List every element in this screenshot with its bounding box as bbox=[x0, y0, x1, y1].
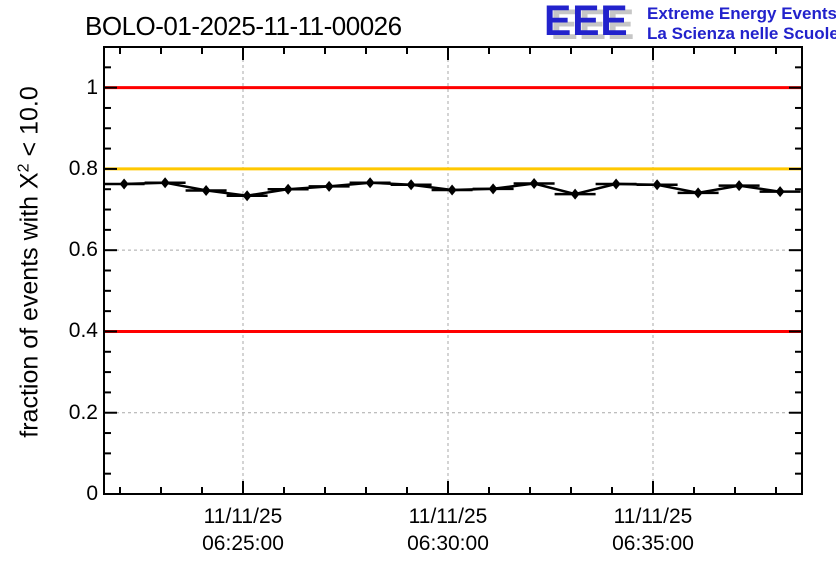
data-marker bbox=[447, 184, 457, 196]
x-tick-date: 11/11/25 bbox=[613, 505, 693, 528]
y-tick-label: 1 bbox=[86, 75, 98, 99]
data-marker bbox=[775, 186, 785, 198]
x-tick-label: 11/11/25 06:30:00 bbox=[407, 503, 489, 557]
data-marker bbox=[201, 184, 211, 196]
data-marker bbox=[119, 178, 129, 190]
data-marker bbox=[611, 178, 621, 190]
y-tick-label: 0 bbox=[86, 482, 98, 505]
data-marker bbox=[406, 179, 416, 191]
data-marker bbox=[283, 183, 293, 195]
y-axis-title: fraction of events with X2 < 10.0 bbox=[15, 86, 44, 438]
y-tick-label: 0.8 bbox=[68, 156, 98, 180]
data-marker bbox=[160, 177, 170, 189]
x-tick-time: 06:35:00 bbox=[612, 532, 694, 555]
data-marker bbox=[365, 177, 375, 189]
x-tick-time: 06:25:00 bbox=[202, 532, 284, 555]
data-marker bbox=[652, 179, 662, 191]
x-tick-label: 11/11/25 06:35:00 bbox=[612, 503, 694, 557]
x-tick-time: 06:30:00 bbox=[407, 532, 489, 555]
y-tick-label: 0.4 bbox=[68, 319, 98, 343]
x-tick-date: 11/11/25 bbox=[408, 505, 488, 528]
eee-logo-subtitle-1: Extreme Energy Events bbox=[647, 4, 836, 23]
plot-frame bbox=[103, 46, 803, 495]
plot-title: BOLO-01-2025-11-11-00026 bbox=[85, 11, 402, 41]
x-tick-date: 11/11/25 bbox=[203, 505, 283, 528]
data-marker bbox=[324, 180, 334, 192]
eee-logo-acronym: EEE bbox=[544, 0, 629, 45]
eee-logo-subtitle-2: La Scienza nelle Scuole bbox=[647, 24, 836, 43]
x-tick-label: 11/11/25 06:25:00 bbox=[202, 503, 284, 557]
data-marker bbox=[529, 178, 539, 190]
data-marker bbox=[488, 183, 498, 195]
data-marker bbox=[242, 190, 252, 202]
y-tick-label: 0.2 bbox=[68, 400, 98, 424]
y-tick-label: 0.6 bbox=[68, 238, 98, 262]
eee-logo: EEE Extreme Energy Events La Scienza nel… bbox=[544, 0, 836, 44]
data-marker bbox=[570, 188, 580, 200]
data-marker bbox=[693, 187, 703, 199]
data-marker bbox=[734, 180, 744, 192]
eee-logo-text: Extreme Energy Events La Scienza nelle S… bbox=[647, 4, 836, 44]
